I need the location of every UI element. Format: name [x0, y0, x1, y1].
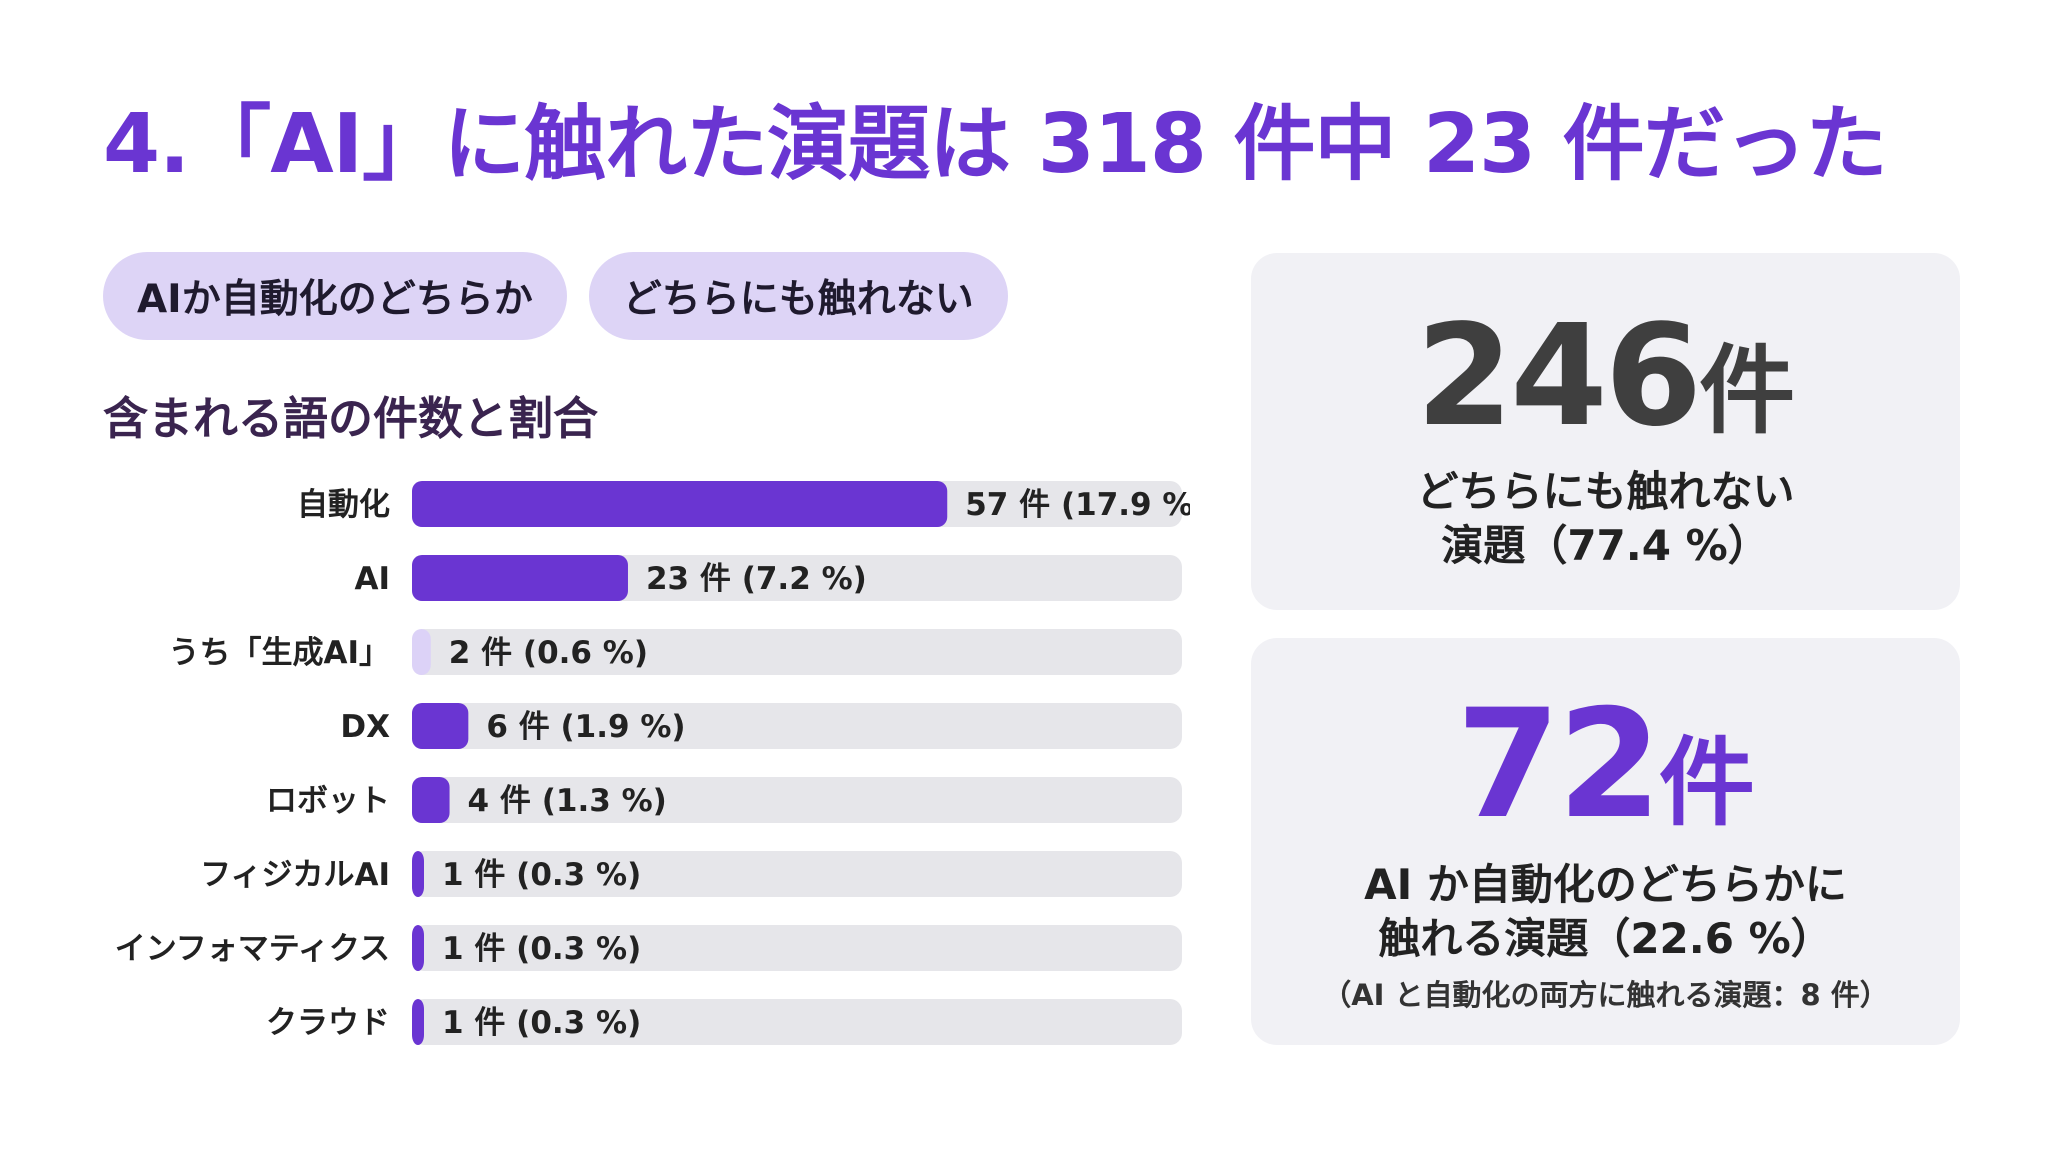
bar-track — [412, 629, 1182, 675]
horizontal-bar-chart: 自動化 57 件 (17.9 %) AI 23 件 (7.2 %) うち「生成AI」 2 … — [115, 481, 1190, 1045]
card-neither-number: 246 — [1415, 295, 1702, 458]
bar-track — [412, 777, 1182, 823]
bar — [412, 851, 424, 897]
card-ai-note: （AI と自動化の両方に触れる演題：8 件） — [1322, 977, 1889, 1012]
bar-value-label: 2 件 (0.6 %) — [449, 635, 648, 671]
bar-value-label: 6 件 (1.9 %) — [486, 709, 685, 745]
bar — [412, 925, 424, 971]
category-label: DX — [340, 709, 390, 745]
category-label: クラウド — [266, 1005, 390, 1041]
bar-value-label: 1 件 (0.3 %) — [442, 931, 641, 967]
bar-value-label: 23 件 (7.2 %) — [646, 561, 867, 597]
card-ai-unit: 件 — [1658, 727, 1755, 839]
category-label: フィジカルAI — [200, 857, 390, 893]
bar — [412, 999, 424, 1045]
bar — [412, 703, 469, 749]
bar-track — [412, 851, 1182, 897]
category-label: インフォマティクス — [115, 931, 390, 967]
card-ai-caption-line2: 触れる演題（22.6 %） — [1378, 913, 1833, 963]
bar-value-label: 1 件 (0.3 %) — [442, 1005, 641, 1041]
card-neither-count: 246件 — [1251, 307, 1960, 447]
bar-track — [412, 703, 1182, 749]
bar-value-label: 57 件 (17.9 %) — [965, 487, 1190, 523]
bar-track — [412, 925, 1182, 971]
card-neither: 246件 どちらにも触れない 演題（77.4 %） — [1251, 253, 1960, 610]
bar-value-label: 4 件 (1.3 %) — [468, 783, 667, 819]
chip-ai-or-automation[interactable]: AIか自動化のどちらか — [103, 252, 567, 340]
card-neither-caption-line2: 演題（77.4 %） — [1441, 520, 1770, 570]
category-label: AI — [354, 561, 390, 597]
bar — [412, 629, 431, 675]
page-title: 4.「AI」に触れた演題は 318 件中 23 件だった — [103, 97, 1888, 192]
bar-value-label: 1 件 (0.3 %) — [442, 857, 641, 893]
card-neither-caption: どちらにも触れない 演題（77.4 %） — [1251, 465, 1960, 573]
card-neither-unit: 件 — [1699, 335, 1796, 447]
card-neither-caption-line1: どちらにも触れない — [1416, 467, 1795, 516]
chip-neither[interactable]: どちらにも触れない — [588, 252, 1008, 340]
chip-group: AIか自動化のどちらか どちらにも触れない — [103, 252, 1008, 340]
category-label: ロボット — [266, 783, 390, 819]
bar — [412, 481, 948, 527]
card-ai-or-automation: 72件 AI か自動化のどちらかに 触れる演題（22.6 %） （AI と自動化… — [1251, 638, 1960, 1045]
bar-track — [412, 999, 1182, 1045]
bar — [412, 555, 628, 601]
category-label: うち「生成AI」 — [168, 635, 390, 671]
section-title: 含まれる語の件数と割合 — [103, 392, 599, 445]
card-ai-count: 72件 — [1251, 690, 1960, 840]
bar — [412, 777, 450, 823]
category-label: 自動化 — [297, 487, 390, 523]
card-ai-number: 72 — [1456, 678, 1662, 852]
card-ai-caption-line1: AI か自動化のどちらかに — [1364, 860, 1847, 909]
card-ai-caption: AI か自動化のどちらかに 触れる演題（22.6 %） — [1251, 858, 1960, 966]
